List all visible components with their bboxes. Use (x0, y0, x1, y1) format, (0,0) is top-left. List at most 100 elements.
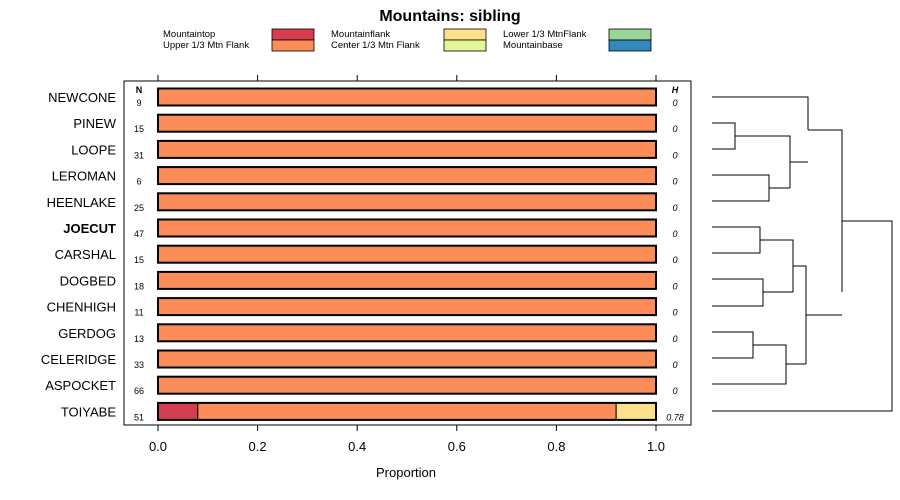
legend-swatch-3 (443, 39, 487, 52)
row-label: ASPOCKET (45, 378, 116, 393)
bar-segment (157, 402, 199, 421)
bar-segment (157, 350, 657, 368)
n-value: 13 (134, 334, 144, 344)
legend-label-5: Mountainbase (503, 40, 563, 51)
legend-label-1: Upper 1/3 Mtn Flank (163, 40, 249, 51)
n-header: N (136, 85, 143, 95)
dendrogram-branch (760, 239, 794, 292)
h-value: 0 (672, 386, 677, 396)
n-value: 66 (134, 386, 144, 396)
bar-outline (157, 270, 657, 290)
h-value: 0 (672, 203, 677, 213)
bar-segment (157, 166, 657, 185)
bar-outline (157, 297, 657, 317)
legend-label-2: Mountainflank (331, 29, 390, 40)
h-value: 0 (672, 334, 677, 344)
bar-segment (157, 192, 657, 211)
row-label: HEENLAKE (47, 195, 117, 210)
dendrogram-branch (712, 220, 893, 412)
bar-outline (157, 244, 657, 264)
row-label: LOOPE (71, 142, 116, 157)
plot-panel (123, 80, 692, 426)
legend-swatch-2 (443, 28, 487, 41)
n-value: 33 (134, 360, 144, 370)
n-value: 6 (136, 177, 141, 187)
dendrogram-branch (808, 129, 843, 292)
h-value: 0 (672, 360, 677, 370)
row-label: GERDOG (58, 326, 116, 341)
legend-swatch-5 (608, 39, 652, 52)
bar-outline (157, 139, 657, 159)
n-value: 31 (134, 150, 144, 160)
n-value: 15 (134, 124, 144, 134)
legend-swatch-1 (271, 39, 315, 52)
h-value: 0.78 (666, 412, 684, 422)
h-value: 0 (672, 124, 677, 134)
dendrogram-branch (712, 344, 787, 385)
x-tick-label: 0.2 (249, 439, 267, 454)
bar-segment (157, 376, 657, 395)
dendrogram-branch (735, 135, 791, 188)
legend-swatch-0 (271, 28, 315, 41)
x-tick-label: 0.8 (547, 439, 565, 454)
dendrogram-branch (712, 331, 754, 359)
bar-segment (157, 140, 657, 159)
row-label: JOECUT (63, 221, 116, 236)
h-value: 0 (672, 255, 677, 265)
dendrogram-branch (793, 265, 807, 364)
bar-outline (157, 375, 657, 395)
bar-outline (157, 401, 657, 421)
h-header: H (672, 85, 679, 95)
dendrogram-branch (712, 226, 761, 254)
bar-segment (157, 245, 657, 264)
x-axis-title: Proportion (376, 465, 436, 480)
legend-swatch-4 (608, 28, 652, 41)
row-label: TOIYABE (61, 404, 116, 419)
bar-segment (197, 402, 617, 421)
h-value: 0 (672, 98, 677, 108)
dendrogram (712, 96, 893, 412)
h-value: 0 (672, 229, 677, 239)
chart-title: Mountains: sibling (379, 8, 520, 25)
x-tick-label: 0.4 (348, 439, 366, 454)
n-value: 51 (134, 412, 144, 422)
bar-outline (157, 218, 657, 238)
dendrogram-branch (712, 174, 770, 202)
n-value: 47 (134, 229, 144, 239)
row-label: CARSHAL (55, 247, 116, 262)
row-label: PINEW (73, 116, 116, 131)
bar-segment (157, 219, 657, 237)
legend-label-0: Mountaintop (163, 29, 215, 40)
h-value: 0 (672, 281, 677, 291)
bar-segment (157, 297, 657, 316)
bar-segment (157, 323, 657, 342)
n-value: 11 (134, 308, 143, 318)
bar-outline (157, 349, 657, 369)
bar-outline (157, 87, 657, 107)
x-tick-label: 1.0 (647, 439, 665, 454)
bar-outline (157, 192, 657, 212)
rows: NEWCONE 9 0 PINEW 15 0 LOOPE 31 0 LEROMAN 6 0 HEENLA… (41, 87, 684, 422)
h-value: 0 (672, 150, 677, 160)
x-tick-label: 0.0 (149, 439, 167, 454)
n-value: 18 (134, 281, 144, 291)
row-label: CELERIDGE (41, 352, 116, 367)
legend-label-4: Lower 1/3 MtnFlank (503, 29, 587, 40)
row-label: CHENHIGH (47, 300, 116, 315)
n-value: 15 (134, 255, 144, 265)
x-axis: 0.0 0.2 0.4 0.6 0.8 1.0 (149, 75, 665, 454)
row-label: LEROMAN (52, 169, 116, 184)
bar-segment (157, 114, 657, 133)
n-value: 25 (134, 203, 144, 213)
bar-outline (157, 166, 657, 186)
h-value: 0 (672, 177, 677, 187)
bar-segment (157, 88, 657, 106)
bar-segment (157, 271, 657, 290)
bar-outline (157, 323, 657, 343)
row-label: NEWCONE (48, 90, 116, 105)
n-value: 9 (136, 98, 141, 108)
x-tick-label: 0.6 (448, 439, 466, 454)
bar-outline (157, 113, 657, 133)
